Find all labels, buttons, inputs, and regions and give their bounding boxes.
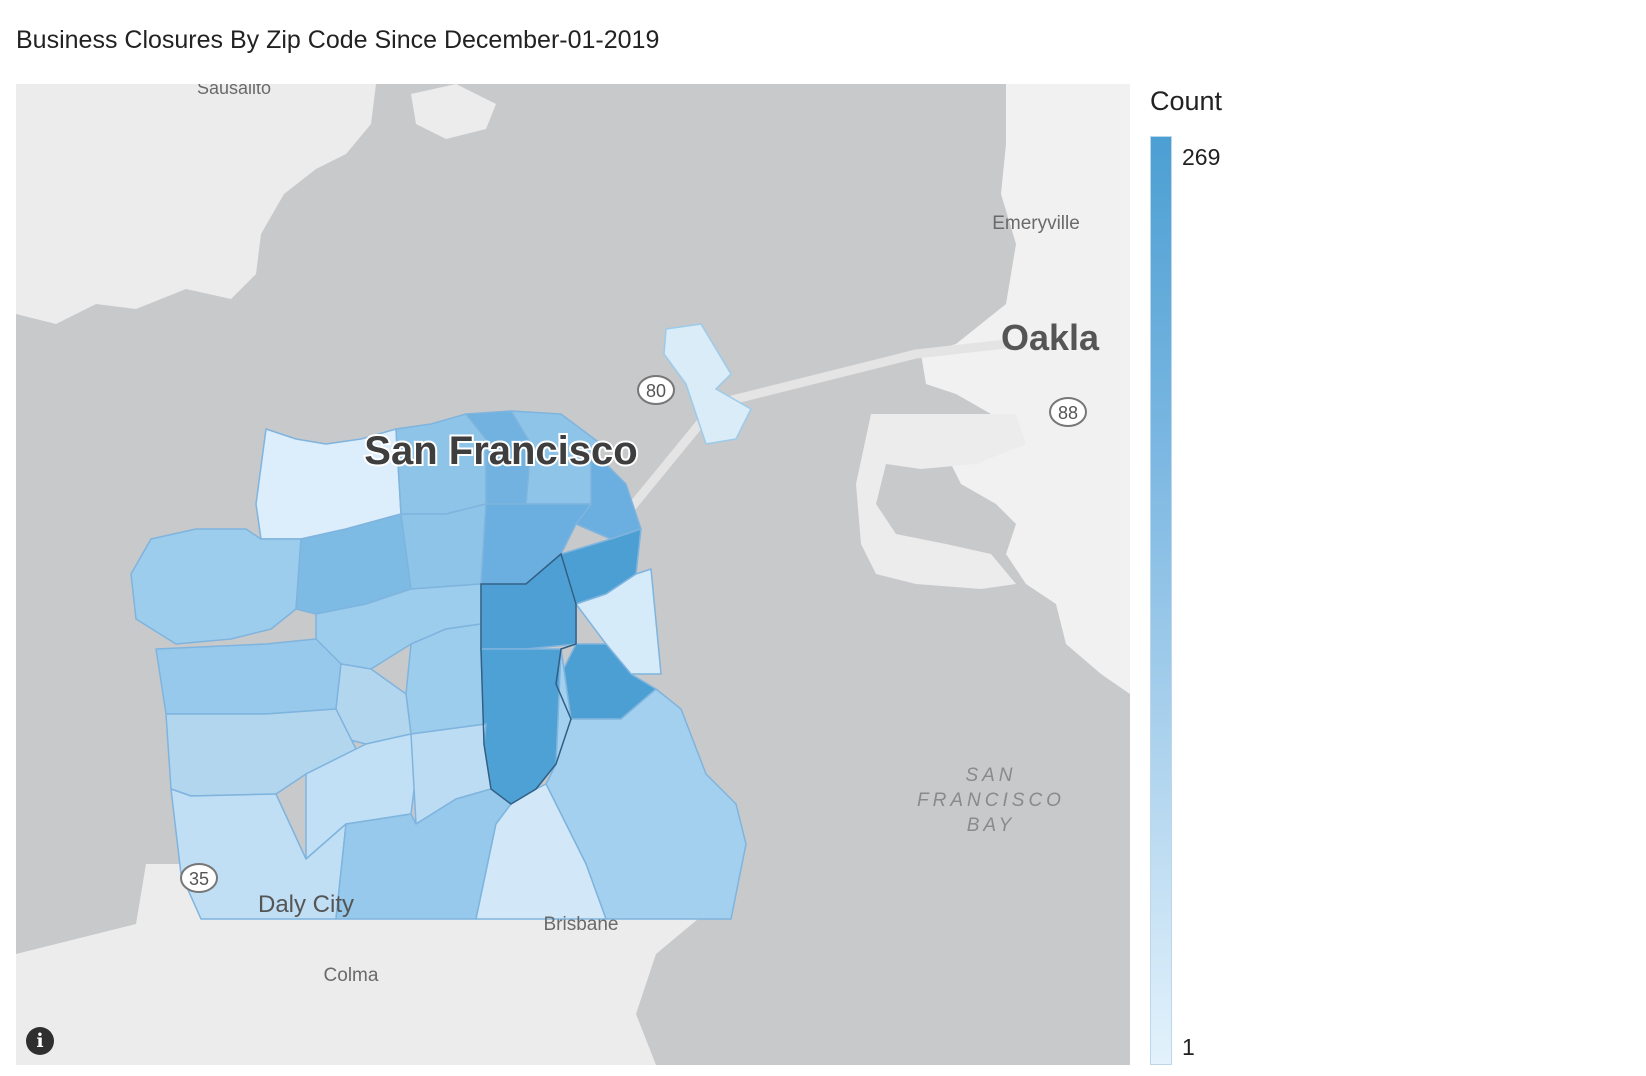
chart-title: Business Closures By Zip Code Since Dece…: [16, 26, 660, 54]
choropleth-map[interactable]: 80 88 35 Sausalito Emeryville Oakla San …: [16, 84, 1130, 1065]
legend-max-value: 269: [1182, 144, 1221, 170]
svg-text:35: 35: [189, 869, 209, 889]
place-label-san-francisco-bay: SAN FRANCISCO BAY: [917, 765, 1065, 836]
oakland-port: [856, 414, 1026, 589]
treasure-island-region[interactable]: [663, 323, 752, 445]
zip-region-castro[interactable]: [405, 623, 487, 735]
place-label-daly-city: Daly City: [258, 891, 354, 918]
svg-text:80: 80: [646, 381, 666, 401]
info-icon[interactable]: i: [26, 1027, 54, 1055]
svg-text:88: 88: [1058, 403, 1078, 423]
legend-color-scale: [1150, 136, 1172, 1065]
marin-landmass: [16, 84, 376, 324]
zip-region-outline-mission: [480, 552, 577, 805]
place-label-emeryville: Emeryville: [992, 213, 1080, 234]
place-label-oakland: Oakla: [1001, 317, 1100, 358]
zip-region-richmond[interactable]: [130, 528, 302, 645]
place-label-colma: Colma: [324, 965, 379, 986]
highway-shield-35: 35: [180, 863, 218, 893]
zip-region-visitacion-valley[interactable]: [475, 783, 607, 920]
svg-text:FRANCISCO: FRANCISCO: [917, 790, 1065, 811]
zip-region-pacific-heights[interactable]: [400, 503, 487, 590]
highway-shield-88: 88: [1049, 397, 1087, 427]
map-canvas[interactable]: 80 88 35 Sausalito Emeryville Oakla San …: [16, 84, 1130, 1065]
place-label-san-francisco: San Francisco: [364, 429, 637, 473]
bay-bridge: [622, 339, 1007, 517]
zip-region-sunset[interactable]: [155, 638, 342, 715]
east-bay-landmass: [921, 84, 1130, 694]
highway-shield-80: 80: [637, 375, 675, 405]
place-label-brisbane: Brisbane: [544, 914, 619, 935]
legend-min-value: 1: [1182, 1034, 1195, 1060]
svg-text:SAN: SAN: [965, 765, 1016, 786]
angel-island: [411, 84, 496, 139]
legend-title: Count: [1150, 86, 1223, 116]
place-label-sausalito: Sausalito: [197, 84, 271, 98]
svg-text:BAY: BAY: [967, 815, 1016, 836]
